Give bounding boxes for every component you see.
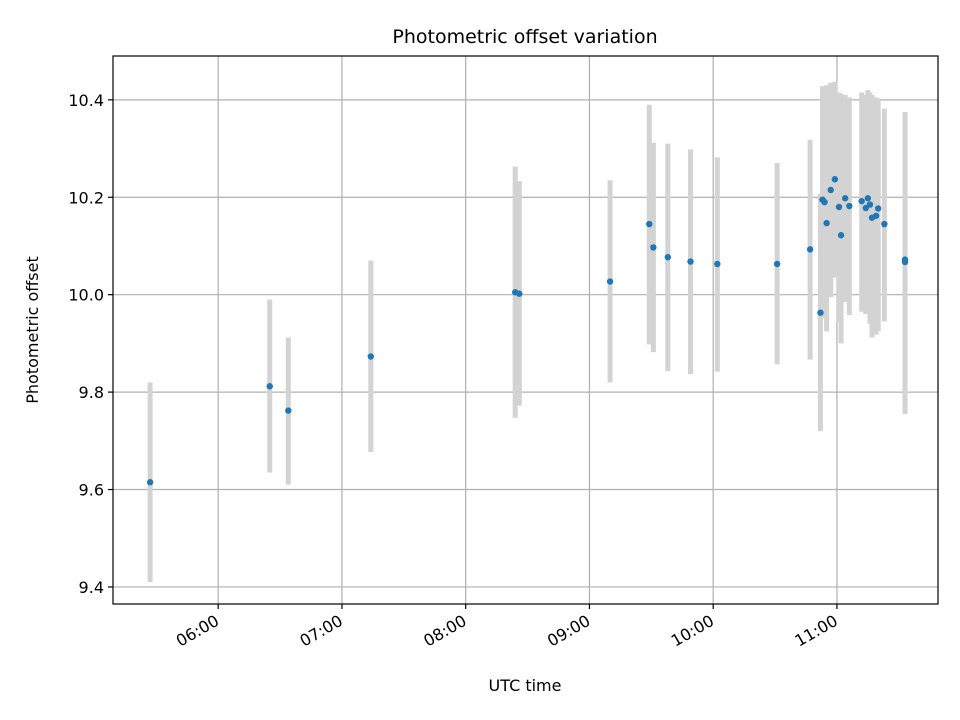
data-point	[664, 253, 672, 261]
data-point	[817, 309, 824, 316]
data-point	[146, 479, 154, 486]
y-tick-label: 10.4	[68, 91, 104, 110]
data-point	[367, 353, 375, 360]
data-point	[650, 244, 657, 251]
data-point	[866, 201, 874, 208]
data-point	[285, 407, 292, 414]
data-point	[872, 212, 880, 219]
y-tick-label: 10.0	[68, 286, 104, 305]
plot-frame	[112, 55, 939, 605]
data-point	[841, 195, 849, 202]
y-tick-label: 9.4	[79, 578, 104, 597]
x-axis-label: UTC time	[489, 676, 562, 695]
data-point	[266, 383, 273, 390]
chart-title: Photometric offset variation	[392, 26, 657, 48]
data-point	[858, 197, 865, 205]
y-tick-label: 9.6	[79, 481, 104, 500]
axis-ticks: 06:00 07:00 08:00 09:00 10:00 11:009.49.69.81…	[68, 91, 841, 651]
data-point	[827, 186, 834, 194]
data-point	[773, 260, 781, 268]
data-point	[846, 202, 853, 210]
y-tick-label: 10.2	[68, 188, 104, 207]
y-tick-label: 9.8	[79, 383, 104, 402]
data-point	[821, 198, 828, 206]
data-point	[687, 258, 694, 265]
data-point	[881, 220, 888, 228]
data-point	[714, 260, 721, 268]
data-point	[864, 195, 872, 202]
data-point	[901, 258, 909, 266]
data-point	[806, 246, 814, 253]
y-axis-label: Photometric offset	[23, 256, 42, 404]
data-point	[874, 205, 882, 212]
data-point	[823, 219, 830, 227]
data-point	[606, 278, 614, 285]
data-point	[646, 220, 653, 228]
data-point	[516, 290, 523, 297]
data-point	[835, 203, 843, 211]
data-point	[837, 232, 845, 239]
data-point	[831, 176, 839, 183]
data-points	[146, 176, 909, 486]
